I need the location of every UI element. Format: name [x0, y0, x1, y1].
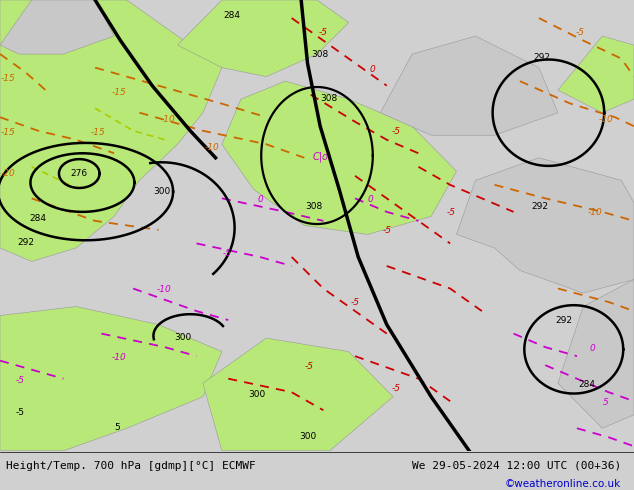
- Text: 292: 292: [534, 53, 550, 62]
- Text: We 29-05-2024 12:00 UTC (00+36): We 29-05-2024 12:00 UTC (00+36): [412, 461, 621, 471]
- Text: 292: 292: [532, 202, 548, 211]
- Text: -10: -10: [156, 285, 171, 294]
- Text: 0: 0: [257, 195, 263, 204]
- Text: 292: 292: [556, 316, 573, 324]
- Text: 300: 300: [299, 432, 316, 441]
- Text: Height/Temp. 700 hPa [gdmp][°C] ECMWF: Height/Temp. 700 hPa [gdmp][°C] ECMWF: [6, 461, 256, 471]
- Polygon shape: [456, 158, 634, 293]
- Text: -5: -5: [16, 408, 25, 417]
- Polygon shape: [0, 0, 114, 54]
- Text: -10: -10: [587, 208, 602, 217]
- Text: 308: 308: [305, 202, 323, 211]
- Polygon shape: [0, 0, 222, 262]
- Text: -5: -5: [305, 362, 314, 370]
- Polygon shape: [558, 36, 634, 113]
- Polygon shape: [203, 338, 393, 451]
- Text: -15: -15: [0, 74, 15, 83]
- Text: 284: 284: [223, 11, 240, 20]
- Text: -5: -5: [447, 208, 456, 217]
- Text: -5: -5: [576, 28, 585, 37]
- Text: -5: -5: [16, 376, 25, 386]
- Text: 300: 300: [153, 187, 171, 196]
- Text: 308: 308: [320, 94, 337, 103]
- Text: 276: 276: [70, 169, 88, 178]
- Text: -15: -15: [91, 128, 106, 138]
- Text: -10: -10: [160, 115, 176, 124]
- Text: 5: 5: [114, 423, 120, 432]
- Text: 308: 308: [311, 50, 329, 59]
- Text: 284: 284: [30, 214, 46, 223]
- Text: -10: -10: [205, 144, 220, 152]
- Text: -20: -20: [0, 169, 15, 178]
- Text: -15: -15: [0, 128, 15, 138]
- Text: C|o: C|o: [312, 151, 328, 162]
- Text: -5: -5: [351, 298, 359, 307]
- Text: 0: 0: [368, 195, 374, 204]
- Text: 300: 300: [174, 333, 191, 342]
- Text: 300: 300: [248, 390, 266, 399]
- Polygon shape: [380, 36, 558, 135]
- Text: -15: -15: [112, 88, 127, 97]
- Text: -5: -5: [392, 127, 401, 136]
- Text: -10: -10: [598, 115, 613, 124]
- Polygon shape: [222, 81, 456, 234]
- Text: ©weatheronline.co.uk: ©weatheronline.co.uk: [505, 479, 621, 489]
- Text: 5: 5: [602, 397, 609, 407]
- Text: 292: 292: [18, 238, 35, 247]
- Text: 0: 0: [590, 343, 596, 352]
- Text: 0: 0: [370, 65, 376, 74]
- Polygon shape: [0, 307, 222, 451]
- Text: -5: -5: [392, 384, 401, 393]
- Polygon shape: [558, 279, 634, 428]
- Text: -10: -10: [112, 352, 127, 362]
- Text: -5: -5: [319, 28, 328, 37]
- Text: -5: -5: [382, 226, 391, 235]
- Text: -5: -5: [223, 249, 231, 258]
- Polygon shape: [178, 0, 349, 76]
- Text: 284: 284: [578, 380, 595, 389]
